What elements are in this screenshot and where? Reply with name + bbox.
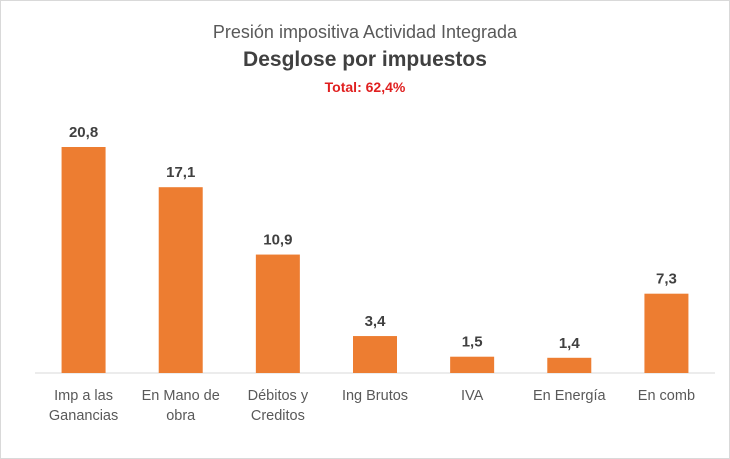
bar-4 [450,356,495,373]
data-label-6: 7,3 [656,271,677,288]
data-label-1: 17,1 [166,164,195,181]
category-label-1-line-0: En Mano de [142,388,220,404]
bar-1 [158,187,203,373]
data-label-4: 1,5 [462,334,483,351]
category-label-2-line-1: Creditos [251,408,305,424]
category-label-5: En Energía [533,388,606,404]
bar-0 [61,147,106,373]
category-label-0-line-0: Imp a las [54,388,113,404]
data-label-5: 1,4 [559,335,581,352]
chart-total-label: Total: 62,4% [324,79,406,95]
chart-title: Presión impositiva Actividad Integrada [212,22,518,42]
bar-6 [644,293,689,373]
category-label-1-line-1: obra [166,408,196,424]
bar-3 [353,336,397,373]
bar-2 [255,254,300,373]
category-label-6: En comb [638,388,695,404]
category-label-3: Ing Brutos [342,388,408,404]
data-label-0: 20,8 [69,124,98,141]
data-label-3: 3,4 [365,313,387,330]
bar-5 [547,357,592,373]
category-label-4: IVA [461,388,484,404]
data-label-2: 10,9 [263,232,292,249]
category-label-2-line-0: Débitos y [248,388,309,404]
category-label-0-line-1: Ganancias [49,408,118,424]
chart-subtitle: Desglose por impuestos [243,48,487,71]
